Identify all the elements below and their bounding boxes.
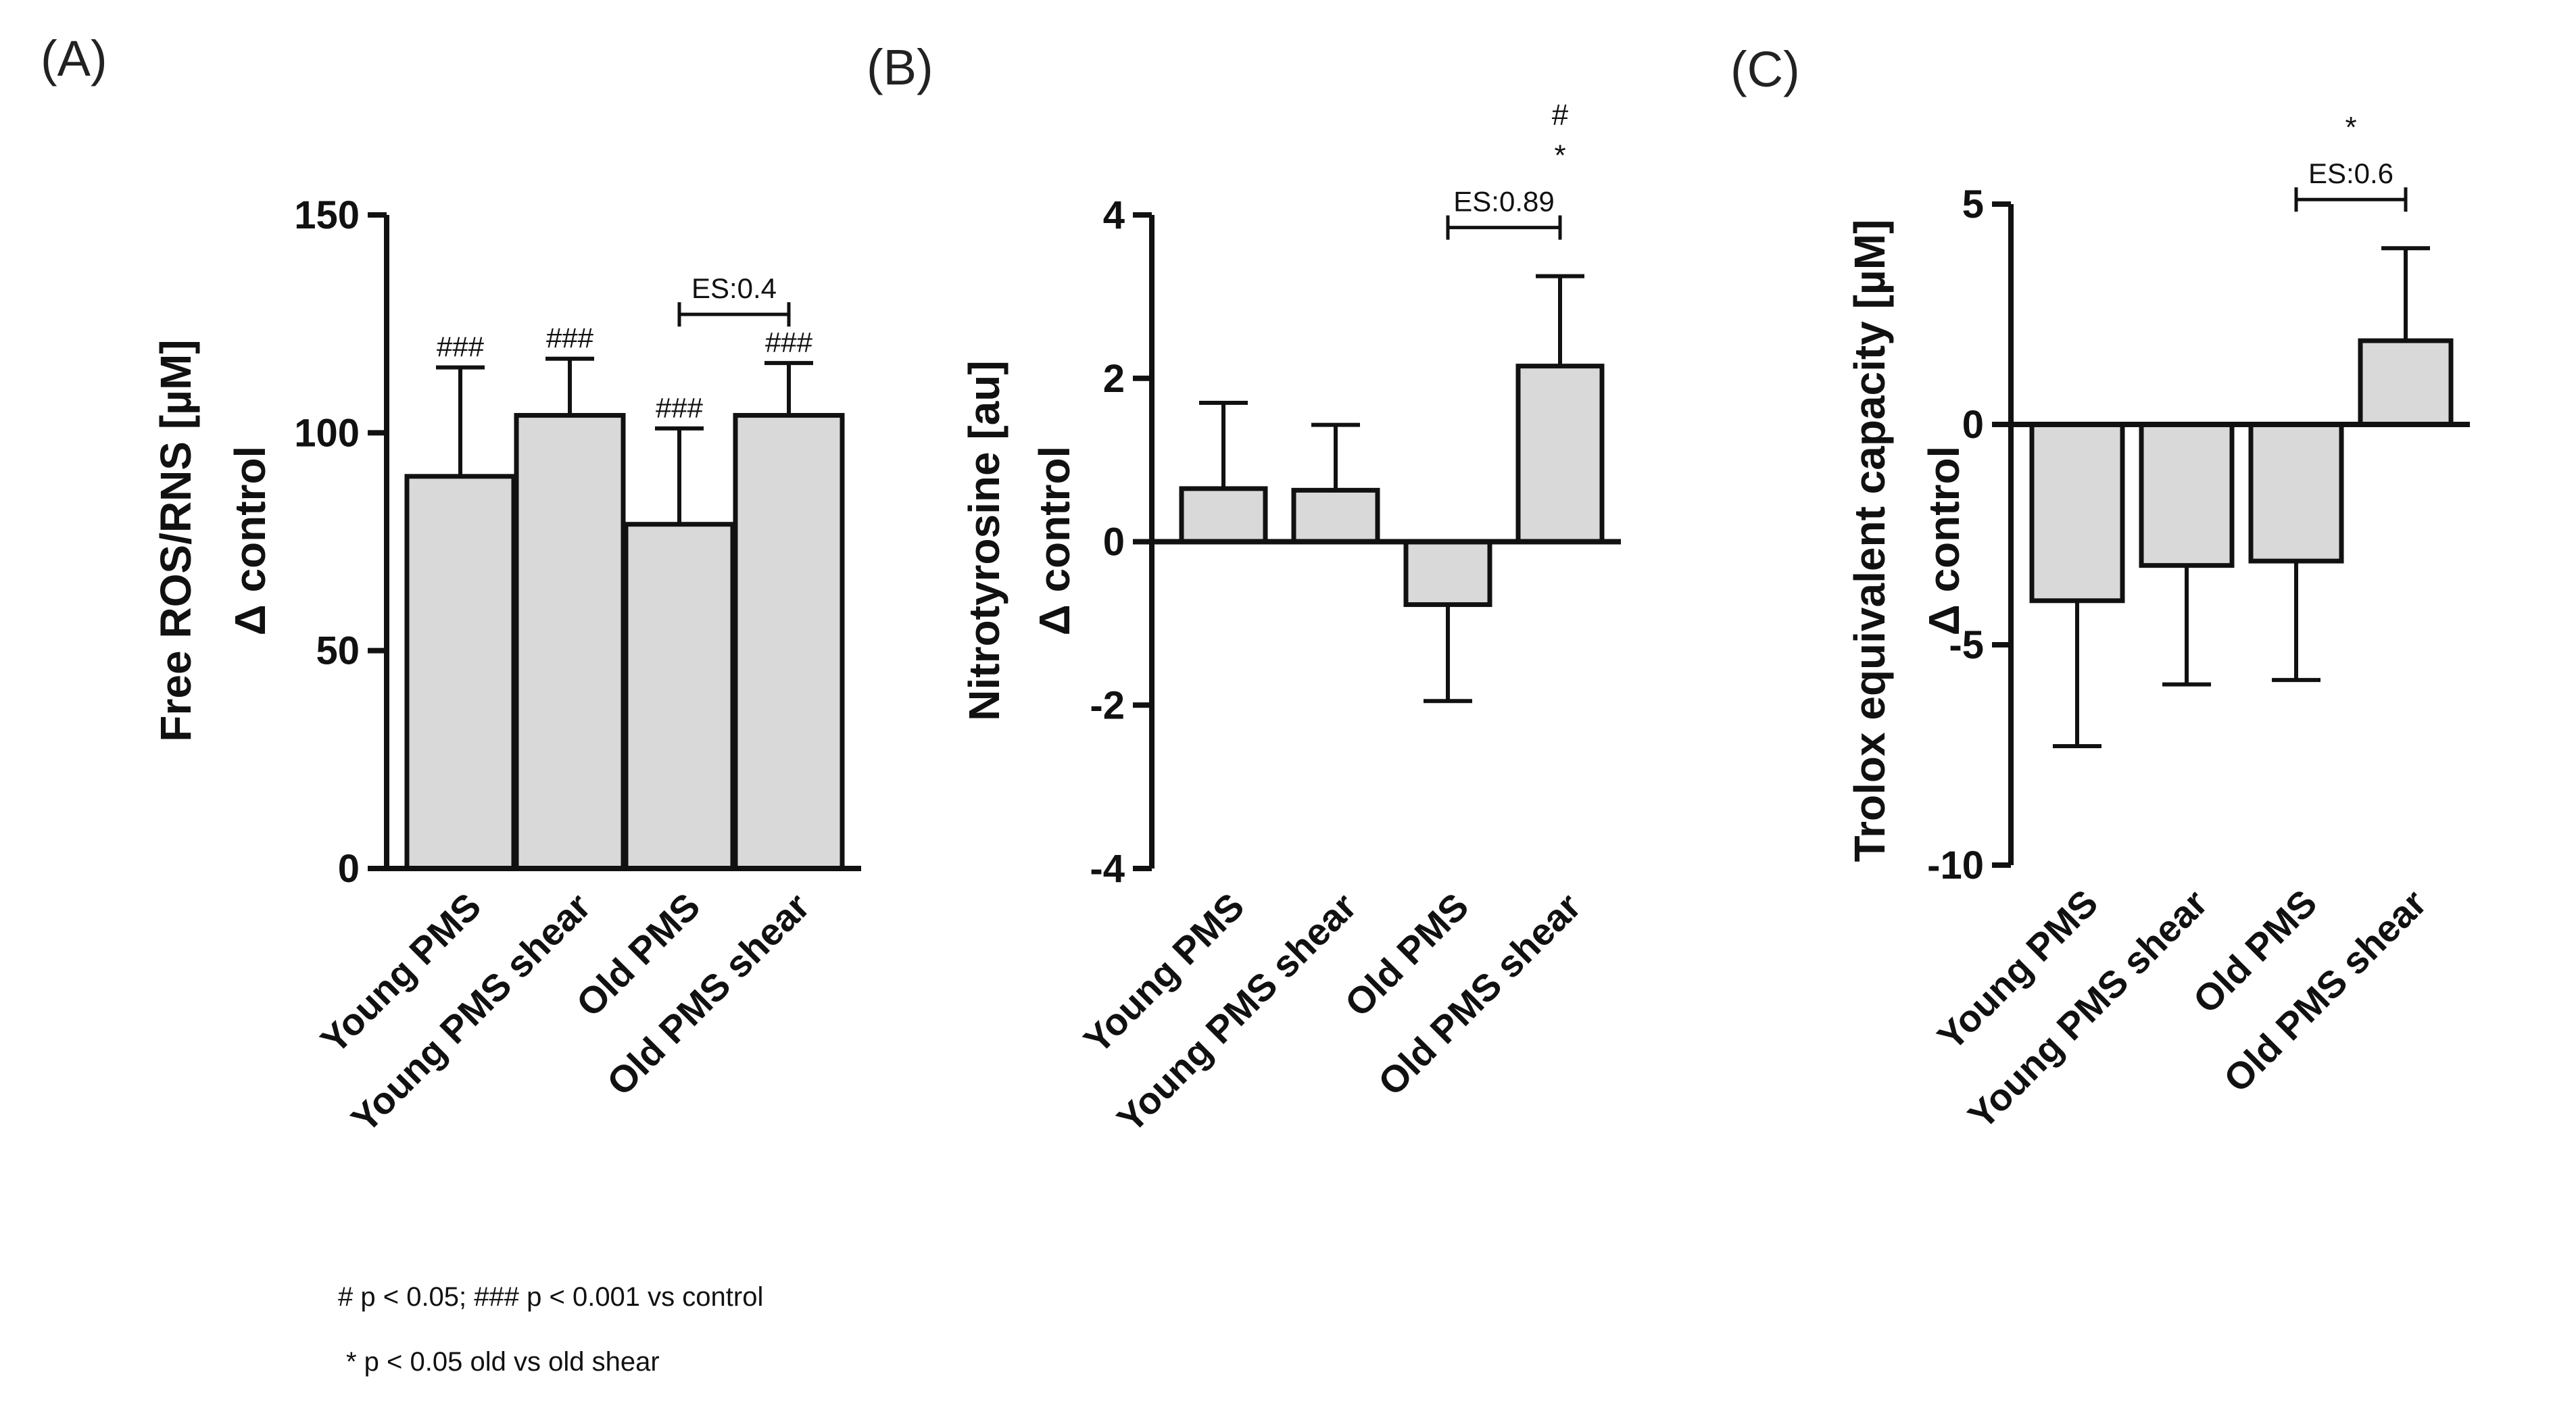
bar [1403, 539, 1492, 608]
y-tick-label: -10 [1927, 843, 1984, 887]
effect-size-label: ES:0.6 [2308, 157, 2393, 189]
panel-label: (C) [1730, 41, 1800, 97]
y-axis-subtitle: Δ control [1920, 446, 1968, 636]
bar [1179, 486, 1268, 545]
y-tick-label: 0 [1962, 403, 1984, 447]
y-tick-label: 4 [1103, 193, 1125, 237]
y-tick-label: 0 [338, 847, 360, 891]
footnote-significance-shear: * p < 0.05 old vs old shear [346, 1347, 660, 1377]
y-tick-label: 150 [294, 193, 360, 237]
bar [2248, 422, 2344, 564]
bar [2139, 422, 2235, 568]
significance-mark: ### [656, 392, 704, 424]
y-axis-title: Trolox equivalent capacity [µM] [1845, 220, 1894, 862]
y-tick-label: -5 [1949, 623, 1984, 667]
significance-mark: * [1554, 139, 1565, 172]
x-tick-label: Old PMS shear [1369, 885, 1588, 1104]
y-tick-label: 50 [316, 629, 360, 673]
bar [623, 522, 735, 871]
bar [2358, 338, 2454, 427]
y-axis-subtitle: Δ control [226, 446, 274, 636]
panel-label: (A) [41, 30, 107, 87]
bar [1291, 487, 1380, 545]
y-tick-label: 0 [1103, 520, 1125, 564]
x-tick-label: Old PMS shear [2215, 881, 2434, 1100]
bar [1515, 364, 1605, 545]
panel-a: (A) Free ROS/RNS [µM] Δ control 0 50 100 150 ##… [41, 30, 861, 1140]
panel-c: (C) Trolox equivalent capacity [µM] Δ cont… [1730, 41, 2470, 1137]
y-tick-label: 2 [1103, 357, 1125, 401]
y-axis-title: Free ROS/RNS [µM] [151, 339, 200, 741]
bar [404, 474, 516, 871]
significance-mark: ### [546, 322, 594, 354]
effect-size-label: ES:0.4 [691, 272, 777, 304]
significance-mark: # [1552, 99, 1569, 132]
x-tick-label: Old PMS shear [598, 885, 817, 1104]
effect-size-label: ES:0.89 [1453, 186, 1554, 218]
panel-b: (B)Nitrotyrosine [au] Δ control-4-2024You… [867, 39, 1621, 1140]
significance-mark: ### [765, 326, 813, 358]
y-axis-title: Nitrotyrosine [au] [960, 360, 1008, 720]
bar [733, 413, 845, 871]
significance-mark: * [2345, 111, 2356, 144]
y-tick-label: 100 [294, 411, 360, 455]
y-tick-label: 5 [1962, 182, 1984, 226]
y-tick-label: -2 [1090, 683, 1125, 727]
bar [514, 413, 626, 871]
y-tick-label: -4 [1090, 847, 1125, 891]
footnote-significance-control: # p < 0.05; ### p < 0.001 vs control [338, 1282, 763, 1312]
y-axis-subtitle: Δ control [1030, 446, 1079, 636]
panel-label: (B) [867, 39, 933, 95]
significance-mark: ### [437, 331, 485, 363]
bar [2029, 422, 2125, 604]
